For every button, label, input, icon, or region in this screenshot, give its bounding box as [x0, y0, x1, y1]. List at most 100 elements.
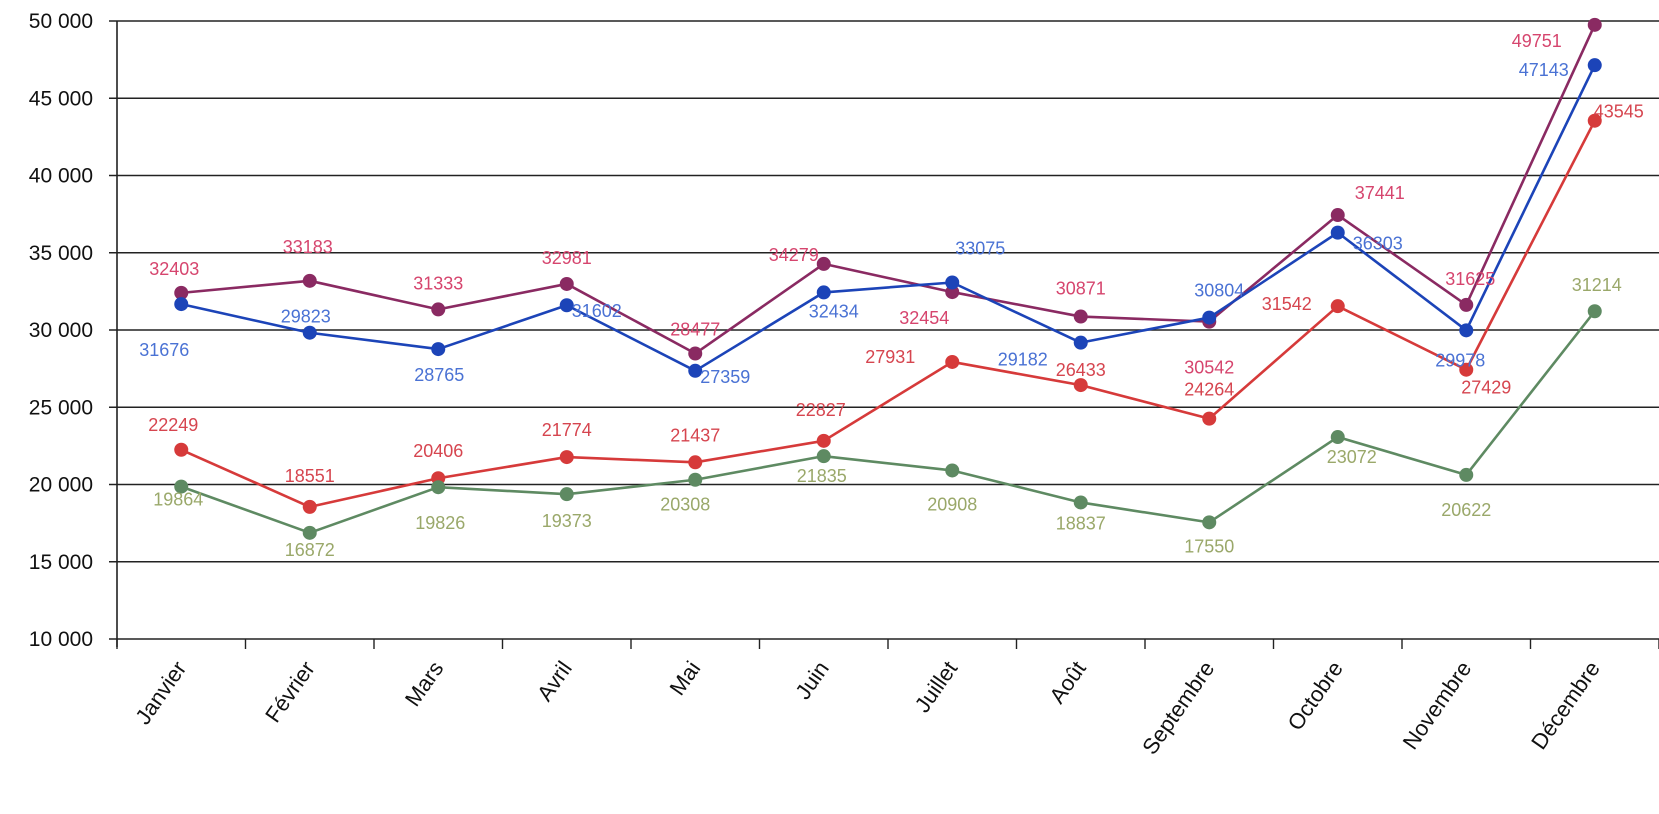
data-label: 37441: [1355, 183, 1405, 203]
x-tick-label: Avril: [532, 657, 577, 706]
data-point: [1330, 430, 1345, 445]
data-point: [302, 525, 317, 540]
data-point: [1202, 411, 1217, 426]
data-label: 28765: [414, 365, 464, 385]
series-path: [180, 310, 1596, 535]
axes: [116, 21, 1659, 649]
data-label: 29823: [281, 307, 331, 327]
data-point: [1202, 515, 1217, 530]
series-line-2: [174, 58, 1602, 378]
data-label: 27359: [700, 367, 750, 387]
y-tick-label: 20 000: [29, 474, 93, 497]
data-point: [688, 472, 703, 487]
data-label: 19864: [153, 490, 203, 510]
data-label: 47143: [1519, 60, 1569, 80]
data-label: 22827: [796, 400, 846, 420]
data-point: [816, 285, 831, 300]
data-label: 31602: [572, 301, 622, 321]
x-tick-label: Novembre: [1398, 657, 1477, 754]
y-tick-label: 50 000: [29, 10, 93, 33]
data-point: [559, 298, 574, 313]
data-point: [174, 285, 189, 300]
data-label: 33075: [955, 238, 1005, 258]
data-label: 31542: [1262, 294, 1312, 314]
data-label: 20308: [660, 495, 710, 515]
data-point: [1587, 17, 1602, 32]
data-label: 30804: [1194, 281, 1244, 301]
data-point: [945, 354, 960, 369]
data-point: [1459, 323, 1474, 338]
data-label: 32403: [149, 259, 199, 279]
data-label: 32454: [899, 308, 949, 328]
data-point: [1073, 378, 1088, 393]
y-tick-labels: 10 000 15 000 20 000 25 000 30 000 35 000 40 0…: [29, 10, 93, 651]
data-point: [302, 273, 317, 288]
data-point: [1073, 495, 1088, 510]
data-label: 33183: [283, 237, 333, 257]
data-label: 18837: [1056, 513, 1106, 533]
data-point: [431, 342, 446, 357]
data-point: [559, 450, 574, 465]
data-point: [1330, 208, 1345, 223]
data-label: 23072: [1327, 447, 1377, 467]
x-tick-labels: Janvier Février Mars Avril Mai Juin Juillet Aoû…: [130, 657, 1605, 760]
x-tick-label: Décembre: [1526, 657, 1605, 754]
y-tick-label: 25 000: [29, 396, 93, 419]
series-path: [180, 64, 1596, 373]
series-line-4: [174, 304, 1602, 540]
x-tick-label: Juin: [790, 657, 834, 704]
x-tick-label: Février: [260, 657, 320, 727]
data-label: 18551: [285, 466, 335, 486]
data-point: [174, 442, 189, 457]
data-point: [816, 433, 831, 448]
data-point: [688, 346, 703, 361]
data-label: 22249: [148, 415, 198, 435]
data-label: 26433: [1056, 360, 1106, 380]
data-label: 29182: [998, 350, 1048, 370]
data-point: [174, 297, 189, 312]
data-label: 32434: [809, 301, 859, 321]
data-point: [559, 487, 574, 502]
data-point: [1459, 467, 1474, 482]
data-point: [431, 302, 446, 317]
x-tick-label: Mai: [665, 657, 706, 700]
x-tick-label: Juillet: [910, 657, 963, 717]
data-point: [1330, 299, 1345, 314]
y-tick-label: 15 000: [29, 551, 93, 574]
grid-lines: [109, 20, 1659, 640]
data-label: 19373: [542, 511, 592, 531]
data-label: 19826: [415, 513, 465, 533]
data-point: [1587, 58, 1602, 73]
data-point: [1587, 113, 1602, 128]
data-label: 28477: [670, 320, 720, 340]
x-tick-label: Mars: [400, 657, 449, 711]
x-tick-label: Octobre: [1282, 657, 1347, 735]
data-point: [945, 463, 960, 478]
data-label: 27429: [1461, 378, 1511, 398]
y-tick-label: 40 000: [29, 165, 93, 188]
series-path: [181, 24, 1596, 355]
data-label: 20622: [1441, 500, 1491, 520]
data-label: 31214: [1572, 275, 1622, 295]
x-tick-label: Août: [1044, 657, 1090, 708]
data-point: [1073, 335, 1088, 350]
data-point: [688, 455, 703, 470]
data-point: [1587, 304, 1602, 319]
series-lines: [174, 17, 1602, 540]
data-point: [302, 499, 317, 514]
data-point: [1459, 297, 1474, 312]
series-path: [180, 120, 1596, 509]
data-point: [816, 256, 831, 271]
data-label: 43545: [1594, 102, 1644, 122]
data-point: [431, 480, 446, 495]
series-line-1: [174, 17, 1602, 361]
data-label: 34279: [769, 245, 819, 265]
data-label: 32981: [542, 248, 592, 268]
data-point: [559, 276, 574, 291]
data-point: [688, 363, 703, 378]
y-tick-label: 35 000: [29, 242, 93, 265]
data-label: 30871: [1056, 279, 1106, 299]
data-label: 21437: [670, 425, 720, 445]
data-label: 16872: [285, 540, 335, 560]
